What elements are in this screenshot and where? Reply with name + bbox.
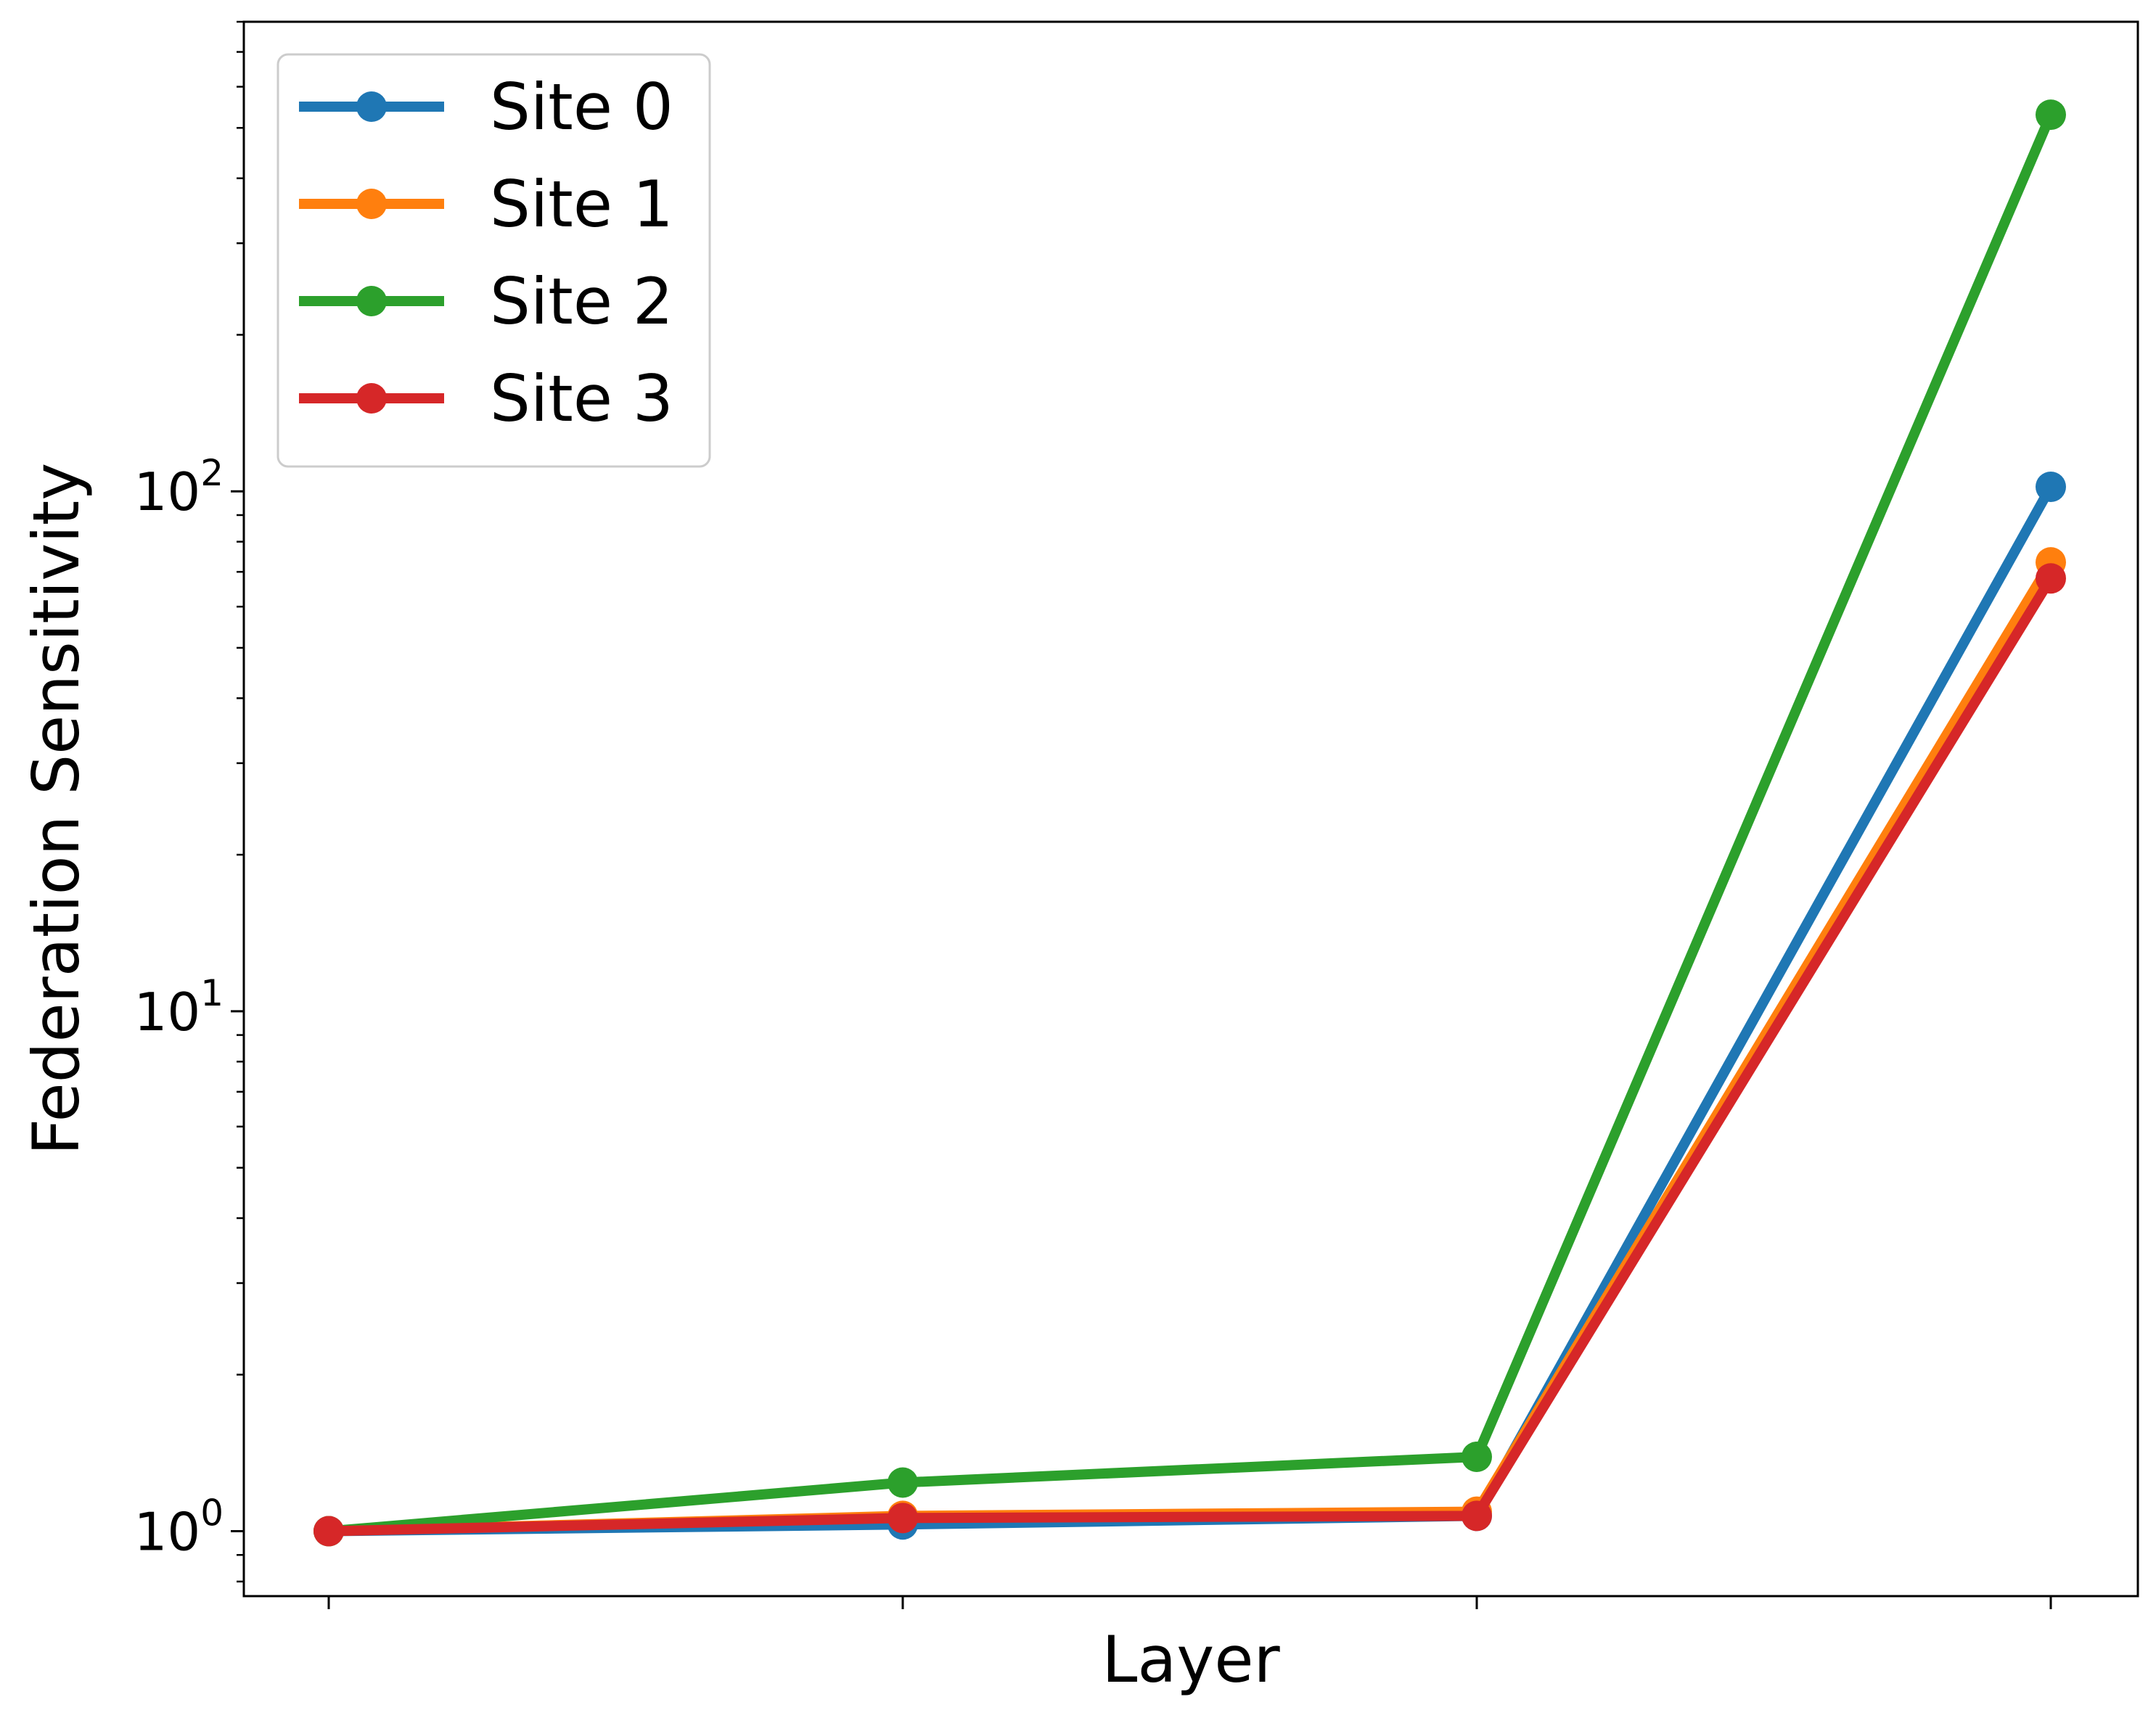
data-point bbox=[888, 1503, 918, 1534]
legend-swatch-marker bbox=[356, 286, 387, 316]
data-point bbox=[313, 1516, 344, 1547]
plot-frame bbox=[242, 20, 2139, 1598]
series-line bbox=[324, 110, 2056, 1537]
data-series bbox=[313, 99, 2066, 1547]
legend-item: Site 2 bbox=[299, 264, 673, 339]
y-tick-label: 100 bbox=[134, 1492, 224, 1562]
data-point bbox=[1462, 1441, 1492, 1472]
data-point bbox=[888, 1467, 918, 1498]
axis-ticks: 100 101 102 bbox=[134, 20, 2052, 1609]
data-point bbox=[2036, 563, 2066, 594]
y-tick-label: 101 bbox=[134, 972, 224, 1043]
data-point bbox=[2036, 472, 2066, 503]
x-axis-title: Layer bbox=[1102, 1622, 1280, 1697]
legend-swatch-marker bbox=[356, 189, 387, 219]
data-point bbox=[2036, 99, 2066, 131]
legend-item: Site 0 bbox=[299, 70, 673, 144]
legend-label: Site 0 bbox=[490, 70, 673, 144]
legend-label: Site 2 bbox=[490, 264, 673, 339]
y-axis-title: Federation Sensitivity bbox=[19, 463, 94, 1156]
series-3 bbox=[313, 563, 2066, 1547]
legend-swatch-marker bbox=[356, 383, 387, 414]
series-line bbox=[324, 573, 2056, 1537]
data-point bbox=[1462, 1500, 1492, 1532]
legend-item: Site 3 bbox=[299, 361, 673, 436]
legend-label: Site 3 bbox=[490, 361, 673, 436]
legend-frame bbox=[276, 53, 711, 468]
legend-swatch-marker bbox=[356, 91, 387, 122]
legend-item: Site 1 bbox=[299, 167, 673, 242]
y-tick-label: 102 bbox=[134, 452, 224, 522]
legend-label: Site 1 bbox=[490, 167, 673, 242]
legend: Site 0 Site 1 Site 2 Site 3 bbox=[276, 53, 711, 468]
